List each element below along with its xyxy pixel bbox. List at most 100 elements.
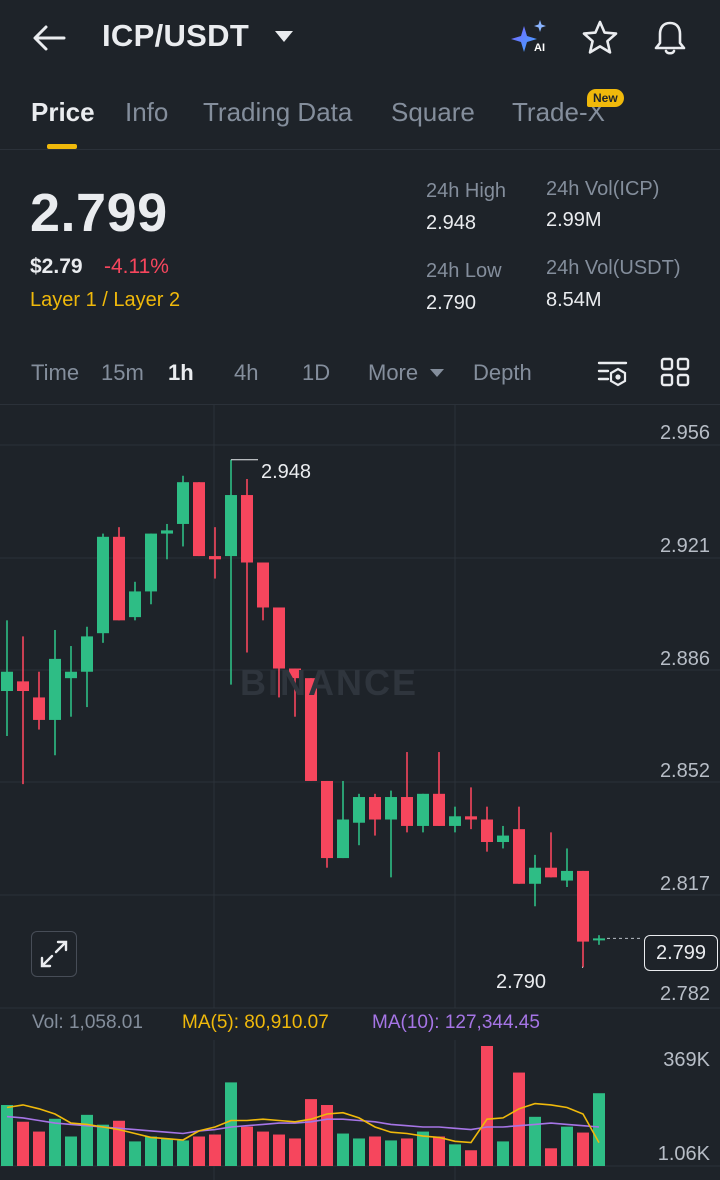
- low-24h-value: 2.790: [426, 292, 477, 314]
- candle-body: [289, 668, 301, 679]
- vol-icp-label: 24h Vol(ICP): [546, 178, 660, 200]
- candle-body: [433, 793, 445, 826]
- vol-usdt-value: 8.54M: [546, 289, 602, 311]
- candle-body: [65, 671, 77, 679]
- volume-bar: [561, 1126, 573, 1166]
- binance-watermark: BINANCE: [240, 662, 419, 703]
- top-bar: ICP/USDT AI: [0, 0, 720, 78]
- ma5-legend: MA(5): 80,910.07: [182, 1012, 329, 1033]
- volume-bar: [65, 1136, 77, 1166]
- volume-bar: [273, 1134, 285, 1166]
- last-price-marker: 2.799: [644, 935, 718, 971]
- price-axis-tick: 2.782: [659, 983, 710, 1005]
- candle-body: [577, 870, 589, 942]
- candle-body: [129, 591, 141, 618]
- new-badge: New: [587, 89, 624, 107]
- candle-body: [545, 867, 557, 878]
- volume-bar: [449, 1144, 461, 1166]
- bell-icon[interactable]: [650, 18, 690, 58]
- tab-price[interactable]: Price: [31, 97, 95, 127]
- price-axis-tick: 2.921: [659, 535, 710, 557]
- price-markers: [231, 459, 643, 968]
- price-axis-tick: 2.956: [659, 422, 710, 444]
- candle-body: [561, 870, 573, 881]
- volume-bar: [385, 1140, 397, 1166]
- low-24h-label: 24h Low: [426, 260, 502, 282]
- fullscreen-button[interactable]: [31, 931, 77, 977]
- tab-info[interactable]: Info: [125, 97, 169, 127]
- candle-body: [529, 867, 541, 884]
- volume-bar: [113, 1120, 125, 1166]
- interval-time[interactable]: Time: [31, 360, 80, 385]
- ma5-line: [6, 1102, 600, 1144]
- price-chart-area[interactable]: [0, 404, 720, 1180]
- volume-bar: [17, 1121, 29, 1166]
- volume-bar: [129, 1141, 141, 1166]
- interval-1h[interactable]: 1h: [168, 360, 194, 385]
- volume-bar: [225, 1082, 237, 1166]
- candle-body: [353, 797, 365, 823]
- volume-bar: [97, 1124, 109, 1166]
- candle-body: [49, 658, 61, 720]
- expand-icon: [40, 940, 68, 968]
- category-tags[interactable]: Layer 1 / Layer 2: [30, 289, 181, 311]
- price-axis-tick: 2.852: [659, 760, 710, 782]
- volume-bar: [257, 1131, 269, 1166]
- star-icon[interactable]: [580, 18, 620, 58]
- ma10-legend: MA(10): 127,344.45: [372, 1012, 540, 1033]
- candle-body: [465, 816, 477, 820]
- candle-body: [161, 530, 173, 534]
- back-arrow-icon[interactable]: [30, 22, 70, 54]
- volume-bar: [209, 1134, 221, 1166]
- interval-15m[interactable]: 15m: [101, 360, 144, 385]
- price-axis-tick: 2.817: [659, 873, 710, 895]
- layout-grid-icon[interactable]: [658, 355, 692, 389]
- volume-bar: [33, 1131, 45, 1166]
- candlestick-chart[interactable]: [0, 404, 720, 1180]
- ma-lines: [6, 1102, 600, 1144]
- trading-pair-title[interactable]: ICP/USDT: [102, 18, 250, 53]
- volume-bar: [481, 1046, 493, 1166]
- candle-body: [1, 671, 13, 692]
- candle-body: [273, 607, 285, 669]
- interval-4h[interactable]: 4h: [234, 360, 259, 385]
- indicator-settings-icon[interactable]: [596, 355, 630, 389]
- volume-bars: [1, 1046, 605, 1166]
- candle-body: [33, 697, 45, 720]
- volume-axis-max: 369K: [663, 1049, 710, 1071]
- interval-depth[interactable]: Depth: [473, 360, 532, 385]
- candle-body: [513, 829, 525, 884]
- candle-body: [337, 819, 349, 859]
- candle-body: [369, 797, 381, 820]
- volume-bar: [369, 1136, 381, 1166]
- volume-bar: [497, 1141, 509, 1166]
- volume-bar: [513, 1072, 525, 1166]
- interval-more[interactable]: More: [368, 360, 419, 385]
- candle-body: [225, 495, 237, 557]
- vol-icp-value: 2.99M: [546, 209, 602, 231]
- tab-trading-data[interactable]: Trading Data: [203, 97, 353, 127]
- candle-body: [241, 495, 253, 563]
- volume-bar: [81, 1114, 93, 1166]
- volume-bar: [401, 1138, 413, 1166]
- candle-body: [257, 562, 269, 608]
- usd-price: $2.79: [30, 255, 83, 278]
- price-axis-tick: 2.886: [659, 648, 710, 670]
- chart-grid: [0, 404, 720, 1180]
- pair-dropdown-caret-icon[interactable]: [275, 31, 293, 42]
- volume-bar: [241, 1126, 253, 1166]
- volume-bar: [577, 1132, 589, 1166]
- high-marker-label: 2.948: [261, 461, 312, 483]
- candle-body: [145, 533, 157, 592]
- volume-bar: [289, 1138, 301, 1166]
- ai-sparkle-icon[interactable]: AI: [510, 18, 550, 58]
- tab-square[interactable]: Square: [391, 97, 475, 127]
- candle-body: [97, 536, 109, 634]
- vol-usdt-label: 24h Vol(USDT): [546, 257, 681, 279]
- more-caret-icon[interactable]: [430, 369, 444, 377]
- candle-body: [209, 556, 221, 560]
- low-marker-label: 2.790: [496, 971, 547, 993]
- interval-1d[interactable]: 1D: [302, 360, 331, 385]
- volume-bar: [593, 1093, 605, 1166]
- candle-body: [321, 780, 333, 859]
